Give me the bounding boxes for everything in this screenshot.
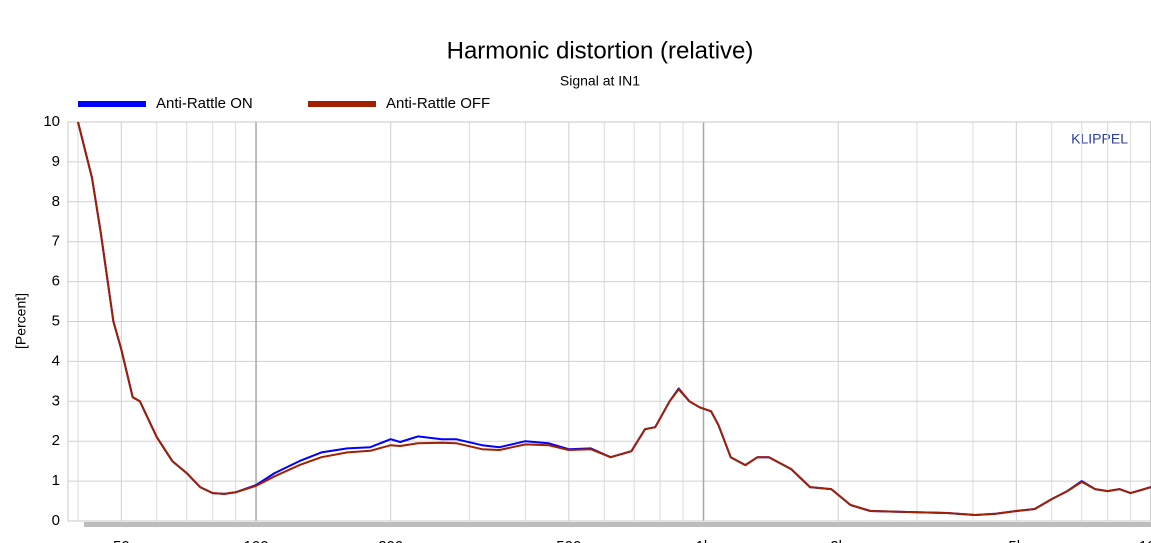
x-tick-label: 1k — [696, 538, 712, 543]
x-tick-label: 200 — [378, 538, 403, 543]
legend-label: Anti-Rattle OFF — [386, 95, 490, 112]
x-tick-label: 2k — [830, 538, 846, 543]
x-tick-label: 100 — [244, 538, 269, 543]
x-tick-label: 50 — [113, 538, 130, 543]
y-tick-label: 9 — [52, 153, 60, 170]
y-tick-label: 4 — [52, 352, 60, 369]
y-tick-label: 7 — [52, 233, 60, 250]
y-tick-label: 6 — [52, 273, 60, 290]
x-axis-bar — [84, 522, 1151, 527]
x-tick-label: 10k — [1139, 538, 1151, 543]
data-line — [77, 121, 1151, 516]
y-axis-label: [Percent] — [13, 293, 29, 349]
x-tick-label: 5k — [1008, 538, 1024, 543]
plot-frame — [67, 121, 1151, 522]
y-tick-label: 2 — [52, 432, 60, 449]
y-tick-label: 3 — [52, 392, 60, 409]
y-tick-label: 8 — [52, 193, 60, 210]
legend-label: Anti-Rattle ON — [156, 95, 253, 112]
x-tick-label: 500 — [556, 538, 581, 543]
y-tick-label: 5 — [52, 312, 60, 329]
y-tick-label: 1 — [52, 472, 60, 489]
chart-subtitle: Signal at IN1 — [560, 73, 640, 89]
y-tick-label: 0 — [52, 512, 60, 529]
y-tick-label: 10 — [43, 113, 60, 130]
annotation: KLIPPEL — [1071, 131, 1128, 147]
chart-title: Harmonic distortion (relative) — [447, 37, 754, 64]
